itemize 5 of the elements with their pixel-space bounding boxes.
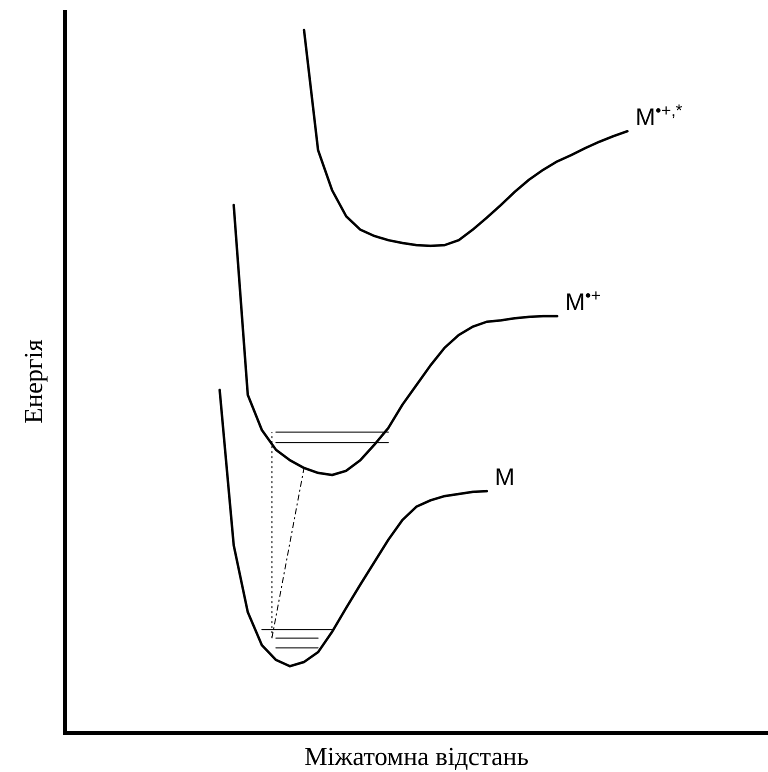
y-axis-title: Енергія: [19, 339, 48, 424]
series-label: M$^{•+,*}$: [635, 100, 683, 132]
x-axis-title: Міжатомна відстань: [304, 742, 529, 771]
series-label: M$^{•+}$: [565, 286, 601, 316]
series-label: M: [494, 464, 515, 492]
